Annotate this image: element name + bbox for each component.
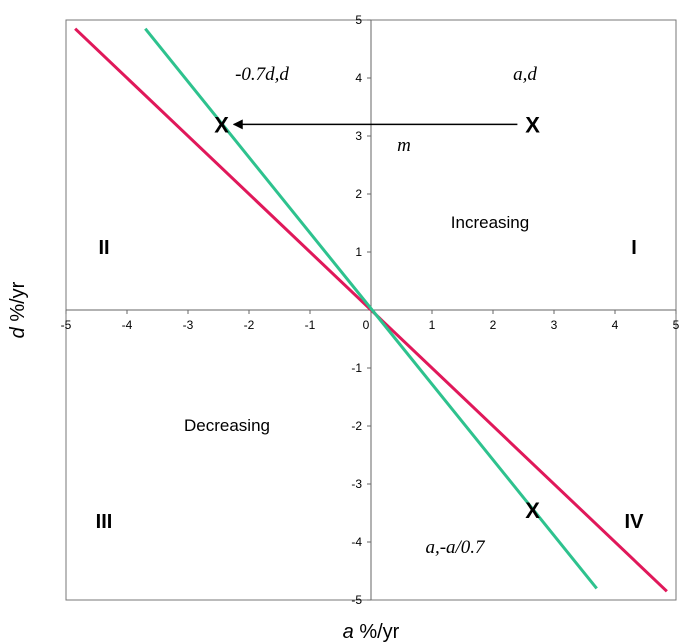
y-tick-labels: -5 -4 -3 -2 -1 1 2 3 4 5 bbox=[351, 13, 362, 607]
x-tick-labels: -5 -4 -3 -2 -1 0 1 2 3 4 5 bbox=[61, 318, 680, 332]
x-tick-label: -1 bbox=[305, 318, 316, 332]
annotation-a-neg-a-over-0-7: a,-a/0.7 bbox=[425, 537, 486, 558]
y-tick-label: -1 bbox=[351, 361, 362, 375]
y-tick-label: 5 bbox=[355, 13, 362, 27]
x-tick-label: 5 bbox=[673, 318, 680, 332]
x-marker-2: X bbox=[214, 112, 229, 137]
x-tick-label: -4 bbox=[122, 318, 133, 332]
y-tick-label: 4 bbox=[355, 71, 362, 85]
region-label-decreasing: Decreasing bbox=[184, 416, 270, 435]
series-line-2 bbox=[144, 27, 598, 590]
x-marker-1: X bbox=[525, 112, 540, 137]
x-axis-label: a %/yr bbox=[343, 621, 400, 643]
annotation-a-d: a,d bbox=[513, 64, 537, 85]
x-marker-3: X bbox=[525, 498, 540, 523]
quadrant-label-iv: IV bbox=[625, 511, 645, 533]
y-tick-label: -4 bbox=[351, 535, 362, 549]
x-tick-label: -2 bbox=[244, 318, 255, 332]
annotation-arrow-m: m bbox=[397, 135, 411, 156]
region-label-increasing: Increasing bbox=[451, 213, 529, 232]
quadrant-label-iii: III bbox=[96, 511, 113, 533]
y-tick-label: 1 bbox=[355, 245, 362, 259]
y-tick-label: 2 bbox=[355, 187, 362, 201]
x-tick-label: -3 bbox=[183, 318, 194, 332]
x-tick-label: 1 bbox=[429, 318, 436, 332]
x-markers: X X X bbox=[214, 112, 540, 523]
quadrant-label-i: I bbox=[631, 237, 637, 259]
y-tick-label: 3 bbox=[355, 129, 362, 143]
series-lines bbox=[74, 27, 668, 593]
x-tick-label: 3 bbox=[551, 318, 558, 332]
y-tick-label: -2 bbox=[351, 419, 362, 433]
x-tick-label: 2 bbox=[490, 318, 497, 332]
y-axis-label: d %/yr bbox=[7, 281, 29, 338]
y-tick-label: -5 bbox=[351, 593, 362, 607]
annotation-neg-0-7d-d: -0.7d,d bbox=[235, 64, 289, 85]
quadrant-label-ii: II bbox=[98, 237, 109, 259]
y-tick-label: -3 bbox=[351, 477, 362, 491]
x-tick-label: 0 bbox=[363, 318, 370, 332]
x-tick-label: -5 bbox=[61, 318, 72, 332]
x-tick-label: 4 bbox=[612, 318, 619, 332]
